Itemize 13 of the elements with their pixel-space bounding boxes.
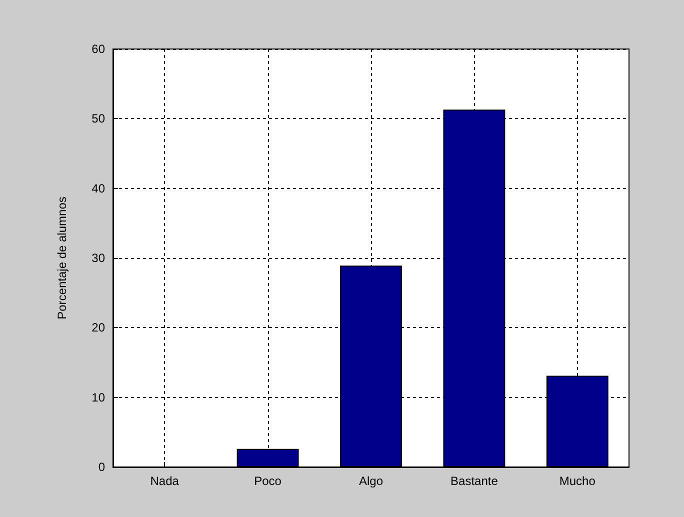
y-tick-label: 50 [92, 112, 106, 126]
y-tick-label: 30 [92, 251, 106, 265]
x-tick-label: Mucho [559, 474, 596, 488]
x-tick-label: Nada [150, 474, 180, 488]
y-tick-label: 40 [92, 181, 106, 196]
x-tick-label: Poco [254, 474, 282, 488]
x-tick-label: Algo [358, 474, 384, 488]
y-axis-title: Porcentaje de alumnos [55, 196, 69, 320]
x-tick-label: Bastante [450, 474, 498, 488]
y-tick-label: 0 [98, 460, 106, 474]
y-tick-label: 20 [92, 320, 106, 335]
y-tick-label: 10 [92, 390, 106, 404]
y-tick-label: 60 [92, 42, 106, 56]
